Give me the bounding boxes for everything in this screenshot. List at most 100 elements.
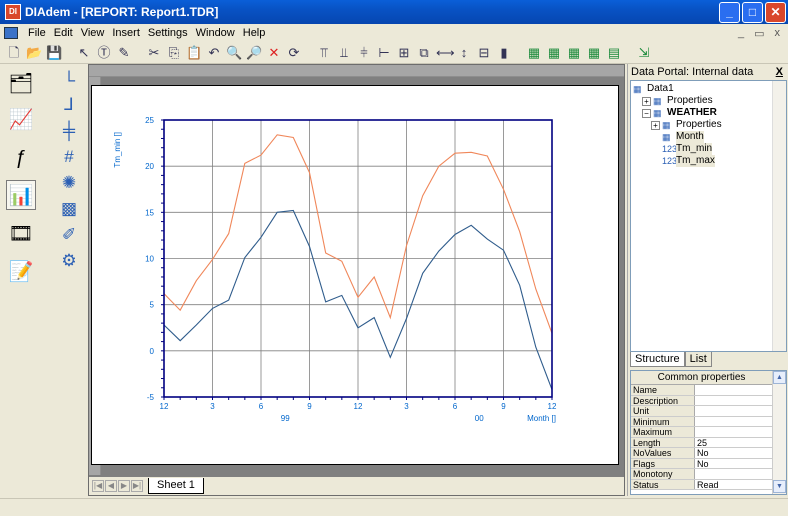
script-icon[interactable]: 📝 — [8, 261, 34, 283]
view-icon[interactable]: 📈 — [8, 109, 34, 131]
axis-2d-icon[interactable]: └ — [62, 71, 76, 90]
table2-icon[interactable]: ▦ — [547, 44, 561, 60]
align-bottom-icon[interactable]: ⫫ — [340, 44, 348, 60]
property-value[interactable] — [695, 396, 772, 406]
scroll-down-icon[interactable]: ▼ — [773, 480, 786, 493]
tree-scrollbar[interactable] — [772, 81, 786, 351]
property-value[interactable] — [695, 417, 772, 427]
prev-sheet-button[interactable]: ◀ — [105, 480, 117, 492]
table4-icon[interactable]: ▦ — [587, 44, 601, 60]
next-sheet-button[interactable]: ▶ — [118, 480, 130, 492]
table-grid-icon[interactable]: # — [64, 147, 74, 166]
pointer-icon[interactable]: ↖ — [78, 44, 90, 60]
properties-scrollbar[interactable]: ▲ ▼ — [772, 371, 786, 494]
sheet-tab[interactable]: Sheet 1 — [148, 478, 204, 494]
drawing-icon[interactable]: ✐ — [61, 225, 77, 244]
property-value[interactable]: No — [697, 448, 709, 458]
menu-edit[interactable]: Edit — [53, 27, 73, 39]
property-row[interactable]: Monotony — [631, 469, 772, 480]
first-sheet-button[interactable]: |◀ — [92, 480, 104, 492]
expander-icon[interactable]: + — [651, 120, 660, 130]
mdi-restore-button[interactable]: ▭ — [754, 27, 765, 40]
properties-grid[interactable]: Common properties ▲ ▼ Name Description Uni… — [630, 370, 787, 495]
table5-icon[interactable]: ▤ — [607, 44, 621, 60]
height-icon[interactable]: ↕ — [460, 44, 468, 60]
property-row[interactable]: Description — [631, 395, 772, 406]
property-value[interactable] — [695, 427, 772, 437]
refresh-icon[interactable]: ⟳ — [288, 44, 300, 60]
align-top-icon[interactable]: ⫪ — [320, 44, 328, 60]
property-value[interactable] — [695, 469, 772, 479]
open-icon[interactable]: 📂 — [26, 44, 43, 60]
menu-settings[interactable]: Settings — [147, 27, 188, 39]
tree-item[interactable]: + ▦ Properties — [642, 95, 713, 107]
close-button[interactable]: ✕ — [765, 1, 786, 23]
menu-help[interactable]: Help — [242, 27, 266, 39]
table-icon[interactable]: ▦ — [527, 44, 541, 60]
undo-icon[interactable]: ↶ — [208, 44, 220, 60]
axis-multi-icon[interactable]: ╪ — [62, 121, 76, 140]
axis-3d-icon[interactable]: ⅃ — [64, 95, 74, 114]
tab-list[interactable]: List — [684, 352, 712, 367]
size-icon[interactable]: ⊟ — [478, 44, 490, 60]
property-row[interactable]: Maximum — [631, 427, 772, 438]
text-icon[interactable]: Ⓣ — [97, 44, 111, 60]
property-row[interactable]: Flags No — [631, 458, 772, 469]
minimize-button[interactable]: _ — [719, 1, 740, 23]
tree-item[interactable]: − ▦ WEATHER — [642, 107, 717, 119]
tree-item[interactable]: 123 Tm_min — [651, 143, 713, 155]
last-sheet-button[interactable]: ▶| — [131, 480, 143, 492]
brush-icon[interactable]: ✎ — [118, 44, 130, 60]
save-icon[interactable]: 💾 — [46, 44, 63, 60]
tree-item[interactable]: ▦ Data1 — [633, 83, 674, 95]
zoom-out-icon[interactable]: 🔎 — [246, 44, 263, 60]
menu-window[interactable]: Window — [195, 27, 235, 39]
tree-item[interactable]: ▦ Month — [651, 131, 704, 143]
polar-icon[interactable]: ✺ — [61, 173, 77, 192]
tree-item[interactable]: + ▦ Properties — [651, 119, 722, 131]
maximize-button[interactable]: □ — [742, 1, 763, 23]
menu-view[interactable]: View — [80, 27, 105, 39]
property-value[interactable]: No — [697, 458, 709, 469]
property-row[interactable]: Minimum — [631, 416, 772, 427]
tab-structure[interactable]: Structure — [630, 352, 685, 367]
channel-tree[interactable]: ▦ Data1 + ▦ Properties − ▦ WEATHER + ▦ Properties ▦… — [630, 80, 787, 352]
bar-icon[interactable]: ▮ — [500, 44, 508, 60]
tree-item[interactable]: 123 Tm_max — [651, 155, 715, 167]
expander-icon[interactable]: + — [642, 96, 651, 106]
delete-icon[interactable]: ✕ — [268, 44, 280, 60]
image-icon[interactable]: ▩ — [60, 199, 78, 218]
paste-icon[interactable]: 📋 — [186, 44, 203, 60]
align-left-icon[interactable]: ⊢ — [378, 44, 390, 60]
document-icon[interactable] — [4, 27, 18, 39]
align-center-icon[interactable]: ⫩ — [360, 44, 368, 60]
visual-icon[interactable]: 🎞 — [8, 223, 34, 245]
cut-icon[interactable]: ✂ — [148, 44, 160, 60]
property-value[interactable]: Read — [697, 479, 719, 490]
property-value[interactable] — [695, 406, 772, 416]
line-chart[interactable]: -5 0 5 10 15 20 25 12 3 6 9 12 3 6 9 12 99 00 Tm_min [] M… — [92, 86, 618, 464]
mdi-minimize-button[interactable]: _ — [737, 26, 745, 39]
analysis-icon[interactable]: ƒ — [15, 147, 27, 169]
property-row[interactable]: Length 25 — [631, 437, 772, 448]
zoom-in-icon[interactable]: 🔍 — [226, 44, 243, 60]
property-row[interactable]: Name — [631, 385, 772, 396]
menu-file[interactable]: File — [28, 27, 46, 39]
group-icon[interactable]: ⧉ — [419, 44, 429, 60]
expander-icon[interactable]: − — [642, 108, 651, 118]
menu-insert[interactable]: Insert — [112, 27, 140, 39]
property-row[interactable]: Unit — [631, 406, 772, 417]
export-icon[interactable]: ⇲ — [638, 44, 650, 60]
property-row[interactable]: NoValues No — [631, 448, 772, 459]
property-value[interactable] — [695, 385, 772, 395]
scroll-up-icon[interactable]: ▲ — [773, 371, 786, 384]
portal-close-button[interactable]: X — [775, 66, 783, 78]
width-icon[interactable]: ⟷ — [436, 44, 455, 60]
report-page[interactable]: -5 0 5 10 15 20 25 12 3 6 9 12 3 6 9 12 99 00 Tm_min [] M… — [91, 85, 619, 465]
data-navigator-icon[interactable]: 🗂 — [8, 73, 34, 95]
grid-icon[interactable]: ⊞ — [398, 44, 410, 60]
mdi-close-button[interactable]: x — [774, 26, 781, 39]
copy-icon[interactable]: ⎘ — [168, 44, 180, 60]
report-icon[interactable]: 📊 — [6, 180, 36, 210]
axis-system-icon[interactable]: ⚙ — [61, 251, 77, 270]
